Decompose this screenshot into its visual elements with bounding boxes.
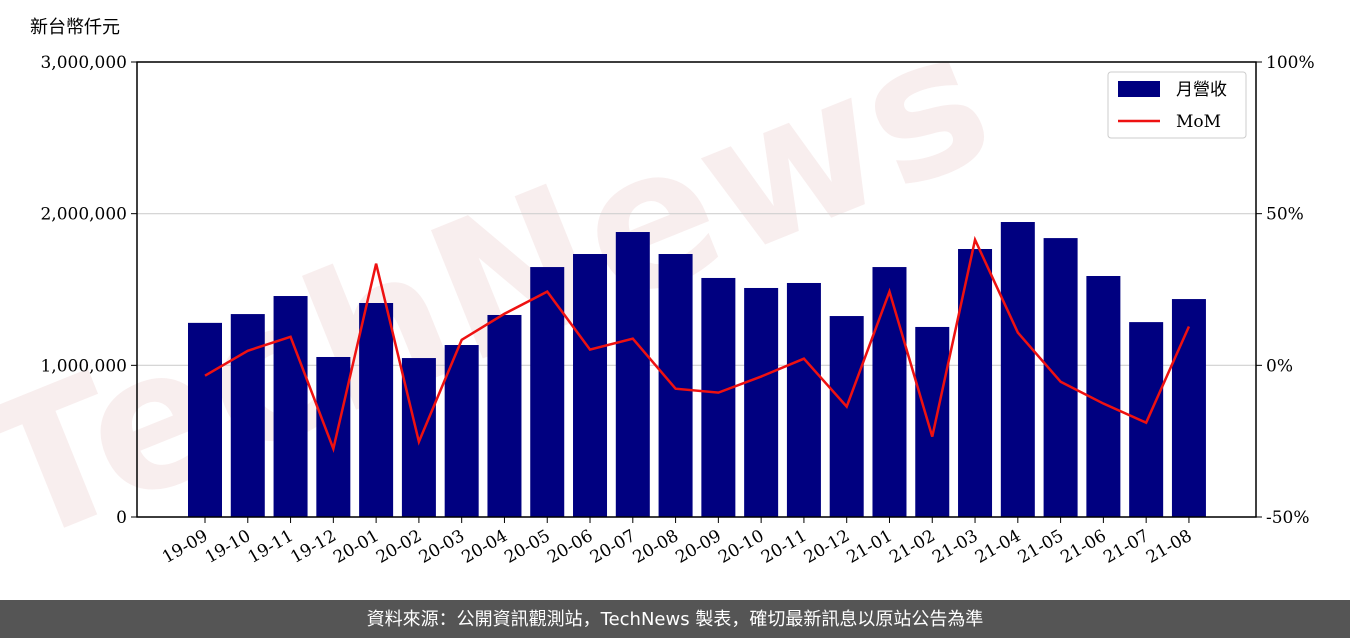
legend: 月營收 MoM — [1107, 71, 1247, 139]
x-tick-label: 20-04 — [459, 526, 511, 568]
bar — [188, 322, 222, 517]
bar — [615, 232, 650, 518]
bar — [786, 282, 821, 517]
bar — [573, 254, 608, 517]
x-tick-label: 21-03 — [929, 526, 981, 568]
x-tick-label: 21-07 — [1100, 526, 1152, 568]
x-tick-label: 20-09 — [672, 526, 724, 568]
bar — [487, 314, 522, 517]
x-tick-label: 21-06 — [1057, 526, 1109, 568]
bar — [744, 287, 779, 517]
x-tick-label: 19-10 — [202, 526, 254, 568]
bar — [829, 316, 864, 517]
y2-tick-label: 0% — [1266, 356, 1293, 376]
x-tick-label: 20-05 — [501, 526, 553, 568]
y-tick-label: 0 — [116, 508, 127, 528]
footer-bar — [0, 600, 1350, 638]
bar — [658, 254, 693, 517]
y2-tick-label: -50% — [1266, 508, 1310, 528]
unit-label: 新台幣仟元 — [30, 17, 120, 38]
bar — [530, 267, 565, 517]
x-tick-label: 21-04 — [972, 526, 1024, 568]
x-tick-label: 20-12 — [801, 526, 853, 568]
bar — [701, 277, 736, 517]
y-tick-label: 2,000,000 — [40, 205, 127, 225]
x-tick-label: 20-03 — [416, 526, 468, 568]
bar — [1000, 222, 1035, 517]
legend-label: MoM — [1176, 112, 1221, 132]
x-tick-label: 21-01 — [844, 526, 896, 568]
bar — [915, 326, 950, 517]
plot-frame — [136, 61, 1257, 518]
y-tick-label: 1,000,000 — [40, 356, 127, 376]
bar — [1129, 322, 1164, 517]
bar — [872, 267, 907, 517]
x-tick-label: 21-08 — [1143, 526, 1195, 568]
line — [204, 235, 1191, 454]
y-tick-label: 3,000,000 — [40, 53, 127, 73]
x-tick-label: 20-06 — [544, 526, 596, 568]
x-tick-label: 20-10 — [715, 526, 767, 568]
footer: 資料來源：公開資訊觀測站，TechNews 製表，確切最新訊息以原站公告為準 — [367, 609, 984, 630]
x-tick-label: 20-07 — [587, 526, 639, 568]
x-tick-label: 20-11 — [758, 526, 810, 568]
x-tick-label: 19-11 — [245, 526, 297, 568]
x-tick-label: 19-12 — [287, 526, 339, 568]
y2-tick-label: 100% — [1266, 53, 1315, 73]
bar — [230, 314, 265, 517]
legend-swatch — [1118, 81, 1160, 97]
bar — [359, 302, 394, 517]
x-tick-label: 20-08 — [630, 526, 682, 568]
x-tick-label: 20-01 — [330, 526, 382, 568]
bar — [273, 296, 308, 517]
bar — [444, 345, 479, 517]
bar — [1171, 299, 1206, 517]
legend-label: 月營收 — [1176, 80, 1227, 100]
x-tick-label: 21-05 — [1015, 526, 1067, 568]
x-tick-label: 21-02 — [886, 526, 938, 568]
y2-tick-label: 50% — [1266, 205, 1304, 225]
bar — [1043, 238, 1078, 517]
bar — [316, 356, 351, 517]
x-tick-label: 20-02 — [373, 526, 425, 568]
